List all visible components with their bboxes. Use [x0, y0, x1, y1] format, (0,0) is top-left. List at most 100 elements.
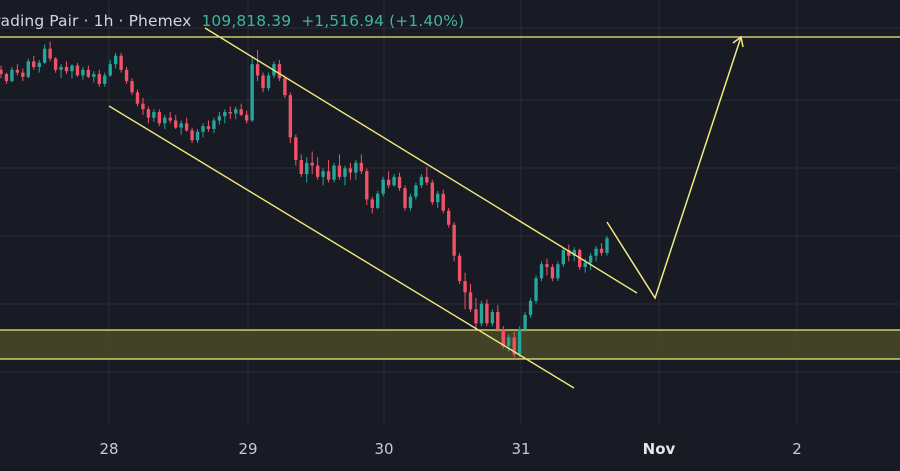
candle: [157, 109, 162, 127]
candle: [103, 72, 107, 87]
candle: [168, 112, 172, 124]
candle: [81, 66, 85, 80]
candle: [408, 193, 413, 211]
candle: [97, 69, 101, 87]
candle: [457, 252, 462, 284]
symbol-header: rading Pair · 1h · Phemex 109,818.39 +1,…: [0, 8, 464, 34]
candle: [567, 244, 571, 262]
candle: [244, 110, 249, 124]
candle: [21, 68, 25, 82]
candle: [294, 134, 298, 166]
candle: [561, 247, 566, 268]
candle: [517, 326, 522, 358]
candle: [414, 182, 418, 200]
symbol-title[interactable]: rading Pair · 1h · Phemex: [0, 12, 192, 30]
support-zone: [0, 330, 900, 359]
x-tick-label: Nov: [643, 440, 676, 458]
candle: [64, 61, 69, 75]
candle: [86, 65, 91, 79]
channel-upper-trendline: [204, 27, 638, 294]
candle: [234, 106, 238, 120]
candle: [386, 171, 391, 189]
candle: [441, 189, 445, 214]
candle: [452, 221, 456, 262]
candle: [266, 72, 271, 91]
candle: [59, 64, 63, 79]
candle: [359, 154, 364, 175]
candle: [468, 283, 473, 313]
candle: [42, 44, 47, 65]
price-change: +1,516.94 (+1.40%): [301, 12, 465, 30]
candle: [174, 114, 178, 129]
candle: [53, 57, 58, 73]
candle: [599, 243, 604, 256]
candle: [479, 300, 484, 327]
candle: [130, 78, 134, 96]
candle: [277, 59, 282, 82]
candle: [10, 66, 14, 83]
candle: [206, 120, 211, 132]
candle: [419, 174, 424, 189]
last-price: 109,818.39: [201, 12, 292, 30]
candle: [239, 103, 243, 117]
candle: [32, 55, 36, 70]
candle: [512, 331, 516, 358]
candle: [217, 112, 222, 125]
candle: [108, 59, 112, 77]
candle: [223, 109, 227, 124]
candle: [588, 252, 593, 270]
x-tick-label: 31: [511, 440, 530, 458]
candle: [490, 309, 495, 327]
candle: [37, 59, 41, 73]
candle: [163, 114, 167, 129]
candle: [321, 168, 325, 186]
candle: [299, 154, 303, 177]
candle: [0, 65, 3, 79]
candle: [228, 106, 232, 120]
candle: [545, 258, 549, 276]
candle: [288, 92, 293, 144]
candle: [485, 299, 489, 327]
candle: [92, 71, 96, 83]
candle: [332, 162, 336, 183]
candle: [195, 128, 200, 144]
candle: [496, 305, 500, 332]
candle: [152, 109, 156, 122]
candle: [119, 52, 123, 73]
arrow-head-icon: [732, 35, 744, 48]
x-axis: 28 29 30 31 Nov 2: [99, 440, 801, 458]
candle: [250, 55, 254, 122]
candle: [376, 190, 380, 210]
candle: [343, 165, 347, 186]
candle: [212, 117, 216, 134]
candle: [397, 172, 402, 191]
candle: [261, 72, 265, 93]
candle: [4, 72, 9, 84]
candle: [348, 162, 353, 180]
candle: [594, 245, 598, 262]
projection-path: [606, 36, 742, 300]
candle: [283, 75, 287, 98]
candle: [528, 298, 533, 318]
candle: [392, 174, 396, 187]
candle: [201, 123, 205, 138]
candle: [315, 157, 320, 180]
candle: [310, 151, 314, 175]
candle: [474, 298, 478, 330]
candle: [326, 159, 331, 183]
candle: [365, 168, 369, 206]
candle: [403, 185, 407, 211]
x-tick-label: 30: [374, 440, 393, 458]
x-tick-label: 2: [792, 440, 802, 458]
candle: [523, 312, 527, 332]
candle: [446, 207, 451, 228]
candle: [605, 236, 609, 256]
candle: [113, 52, 118, 69]
candle: [425, 167, 429, 186]
candle: [15, 64, 20, 76]
x-tick-label: 29: [238, 440, 257, 458]
candle: [190, 127, 194, 144]
candle: [550, 264, 555, 282]
